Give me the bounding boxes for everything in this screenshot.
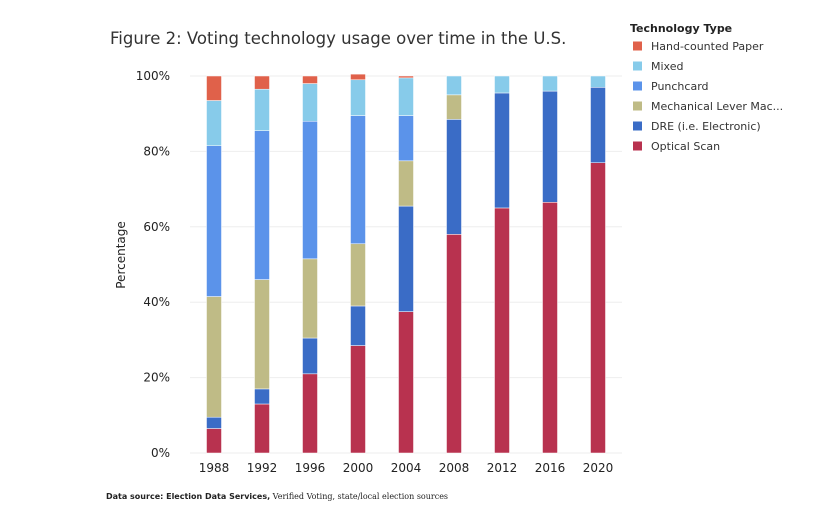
bar-segment — [206, 75, 222, 101]
legend-label: Optical Scan — [651, 140, 720, 153]
bar-segment — [206, 416, 222, 429]
legend-swatch — [633, 141, 642, 151]
y-tick-label: 20% — [143, 371, 170, 385]
bar-segment — [446, 119, 462, 235]
x-tick-label: 1988 — [199, 461, 230, 475]
bar-segment — [398, 115, 414, 162]
source-rest: Verified Voting, state/local election so… — [272, 492, 449, 501]
legend-swatch — [633, 61, 642, 71]
bar-segment — [206, 100, 222, 146]
bar-segment — [254, 88, 270, 131]
bar-segment — [302, 258, 318, 339]
x-tick-label: 2020 — [583, 461, 614, 475]
bar-segment — [494, 75, 510, 94]
bar-segment — [590, 87, 606, 163]
y-tick-label: 80% — [143, 144, 170, 158]
y-tick-label: 100% — [136, 69, 170, 83]
bar-segment — [350, 73, 366, 81]
bar-segment — [542, 90, 558, 203]
bar-segment — [494, 92, 510, 209]
x-tick-label: 2008 — [439, 461, 470, 475]
legend-label: Mixed — [651, 60, 683, 73]
legend-swatch — [633, 41, 642, 51]
source-label: Data source: Election Data Services, — [106, 492, 271, 501]
bar-segment — [542, 202, 558, 454]
bar-segment — [590, 75, 606, 88]
legend: Technology Type Hand-counted Paper Mixed P… — [630, 22, 783, 153]
bar-segment — [254, 388, 270, 405]
bar-segment — [398, 160, 414, 207]
bar-segment — [254, 75, 270, 90]
bar-segment — [350, 345, 366, 454]
bar-segment — [206, 145, 222, 297]
legend-swatch — [633, 121, 642, 131]
y-axis-label: Percentage — [114, 221, 128, 289]
x-tick-label: 2012 — [487, 461, 518, 475]
y-ticks: 0% 20% 40% 60% 80% 100% — [136, 69, 170, 460]
bar-segment — [446, 75, 462, 96]
bar-segment — [494, 207, 510, 454]
bar-segment — [206, 296, 222, 418]
y-tick-label: 60% — [143, 220, 170, 234]
y-tick-label: 0% — [151, 446, 170, 460]
legend-swatch — [633, 101, 642, 111]
bar-segment — [398, 205, 414, 312]
x-tick-label: 2004 — [391, 461, 422, 475]
x-tick-label: 2016 — [535, 461, 566, 475]
legend-label: DRE (i.e. Electronic) — [651, 120, 761, 133]
bar-segment — [302, 83, 318, 122]
legend-label: Mechanical Lever Mac... — [651, 100, 783, 113]
legend-label: Hand-counted Paper — [651, 40, 764, 53]
x-tick-label: 2000 — [343, 461, 374, 475]
bar-segment — [254, 130, 270, 280]
bar-segment — [398, 311, 414, 454]
chart-title: Figure 2: Voting technology usage over t… — [110, 29, 566, 48]
bar-segment — [302, 337, 318, 375]
bar-segment — [590, 162, 606, 454]
bar-segment — [302, 373, 318, 454]
bar-segment — [398, 77, 414, 116]
bar-segment — [302, 75, 318, 84]
source-note: Data source: Election Data Services, Ver… — [106, 492, 448, 501]
bar-segment — [446, 234, 462, 454]
x-tick-label: 1996 — [295, 461, 326, 475]
x-tick-label: 1992 — [247, 461, 278, 475]
bar-segment — [350, 243, 366, 307]
bar-segment — [302, 120, 318, 260]
bars — [206, 73, 606, 454]
bar-segment — [350, 79, 366, 116]
bar-segment — [206, 428, 222, 454]
x-ticks: 1988 1992 1996 2000 2004 2008 2012 2016 2020 — [199, 461, 614, 475]
bar-segment — [254, 279, 270, 390]
bar-segment — [446, 94, 462, 120]
bar-segment — [350, 305, 366, 346]
legend-label: Punchcard — [651, 80, 709, 93]
legend-title: Technology Type — [630, 22, 732, 35]
bar-segment — [398, 75, 414, 79]
bar-segment — [350, 115, 366, 245]
stacked-bar-chart: Figure 2: Voting technology usage over t… — [110, 22, 783, 475]
bar-segment — [542, 75, 558, 92]
bar-segment — [254, 403, 270, 454]
legend-swatch — [633, 81, 642, 91]
y-tick-label: 40% — [143, 295, 170, 309]
